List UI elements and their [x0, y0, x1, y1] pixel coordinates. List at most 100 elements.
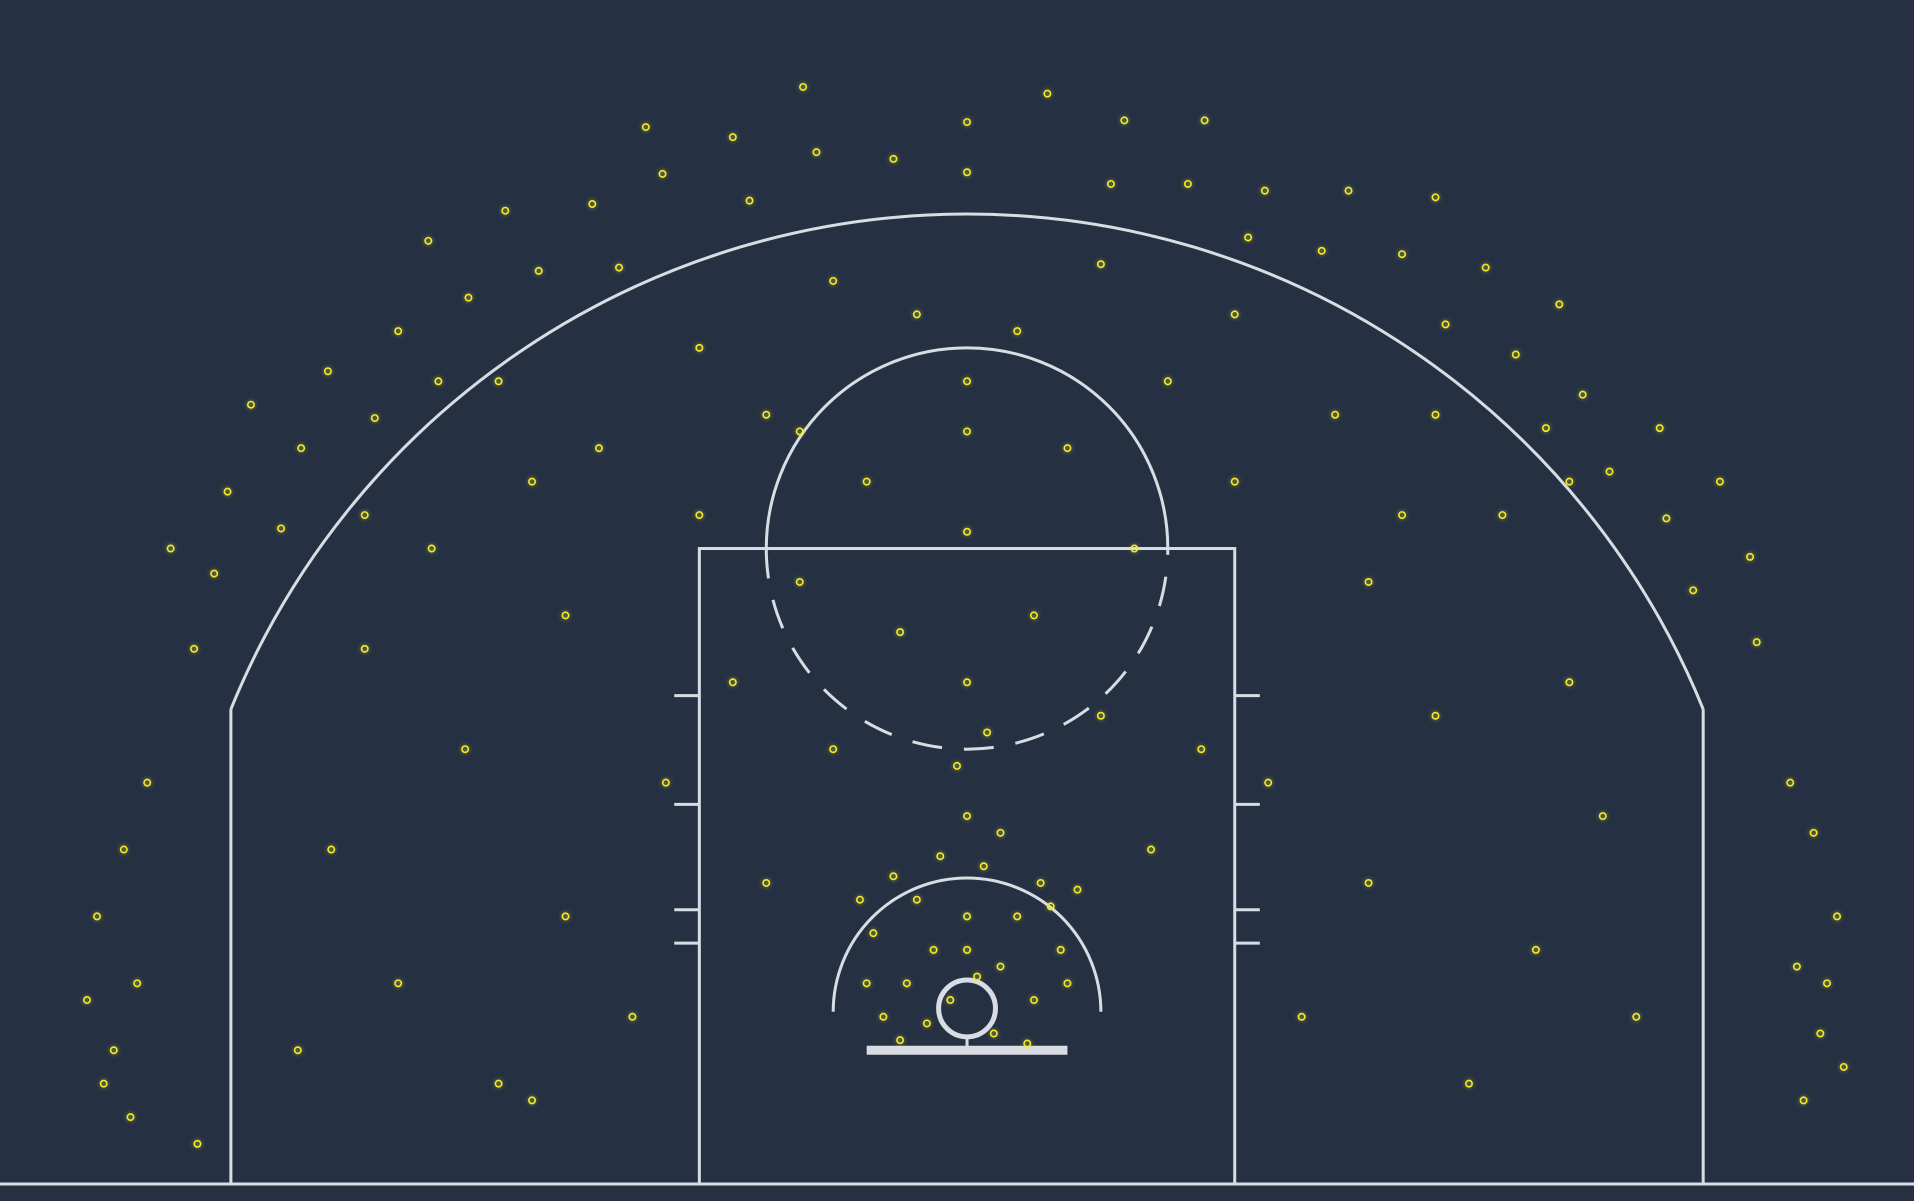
shot — [360, 644, 369, 653]
shot — [93, 912, 102, 921]
shot — [534, 266, 543, 275]
free-throw-circle-top — [764, 346, 1170, 549]
shot — [829, 745, 838, 754]
shot — [1013, 327, 1022, 336]
shot — [762, 410, 771, 419]
shot — [1531, 945, 1540, 954]
shot — [641, 123, 650, 132]
shot — [1120, 116, 1129, 125]
shot — [1023, 1039, 1032, 1048]
shot — [1598, 812, 1607, 821]
shot — [1096, 711, 1105, 720]
shot — [1786, 778, 1795, 787]
shot — [1715, 477, 1724, 486]
shot — [1565, 678, 1574, 687]
shot — [1511, 350, 1520, 359]
shot — [1809, 828, 1818, 837]
shot — [360, 511, 369, 520]
shot — [989, 1029, 998, 1038]
shot — [1555, 300, 1564, 309]
shot — [862, 979, 871, 988]
shot — [83, 996, 92, 1005]
shot — [1565, 477, 1574, 486]
shot — [862, 477, 871, 486]
shot — [494, 1079, 503, 1088]
shot — [1498, 511, 1507, 520]
shot — [464, 293, 473, 302]
three-point-arc — [229, 212, 1705, 710]
shot — [166, 544, 175, 553]
shot — [952, 761, 961, 770]
shot — [1197, 745, 1206, 754]
shot — [1431, 711, 1440, 720]
shot — [855, 895, 864, 904]
shot — [1839, 1062, 1848, 1071]
shot — [293, 1046, 302, 1055]
shot — [728, 133, 737, 142]
shot — [210, 569, 219, 578]
shot — [896, 628, 905, 637]
shot — [695, 511, 704, 520]
restricted-arc — [831, 877, 1103, 1012]
shot — [370, 414, 379, 423]
shot — [1297, 1012, 1306, 1021]
shot — [1200, 116, 1209, 125]
shot — [1036, 878, 1045, 887]
court — [0, 212, 1914, 1186]
shot — [658, 169, 667, 178]
shot — [528, 477, 537, 486]
shot — [1260, 186, 1269, 195]
shot — [1481, 263, 1490, 272]
shot — [109, 1046, 118, 1055]
shot — [193, 1139, 202, 1148]
shot — [799, 82, 808, 91]
shot — [424, 236, 433, 245]
rim — [936, 977, 998, 1040]
shot — [461, 745, 470, 754]
shot — [1746, 552, 1755, 561]
shot — [133, 979, 142, 988]
shot — [795, 577, 804, 586]
shot — [615, 263, 624, 272]
shot — [889, 154, 898, 163]
shot — [394, 327, 403, 336]
shot — [1792, 962, 1801, 971]
shot — [190, 644, 199, 653]
shot — [1799, 1096, 1808, 1105]
shot — [896, 1036, 905, 1045]
shot — [1441, 320, 1450, 329]
shot — [979, 862, 988, 871]
shot — [963, 118, 972, 127]
shot — [297, 444, 306, 453]
shot — [1431, 193, 1440, 202]
shot — [983, 728, 992, 737]
shot — [912, 310, 921, 319]
free-throw-circle-bottom — [764, 548, 1170, 751]
shot — [277, 524, 286, 533]
shot — [695, 343, 704, 352]
shot — [1331, 410, 1340, 419]
shot — [963, 945, 972, 954]
shot — [745, 196, 754, 205]
shot — [912, 895, 921, 904]
shot — [1230, 310, 1239, 319]
shot — [223, 487, 232, 496]
shot — [963, 377, 972, 386]
shot — [1063, 444, 1072, 453]
shot — [869, 929, 878, 938]
shot — [1163, 377, 1172, 386]
shot — [126, 1113, 135, 1122]
shot — [1431, 410, 1440, 419]
shot — [661, 778, 670, 787]
shot — [996, 962, 1005, 971]
shot — [143, 778, 152, 787]
paint — [697, 547, 1237, 1186]
shot — [936, 852, 945, 861]
shots — [83, 82, 1848, 1148]
shot — [812, 148, 821, 157]
shot — [996, 828, 1005, 837]
shot — [427, 544, 436, 553]
shot — [1106, 179, 1115, 188]
shot — [929, 945, 938, 954]
shot — [963, 527, 972, 536]
